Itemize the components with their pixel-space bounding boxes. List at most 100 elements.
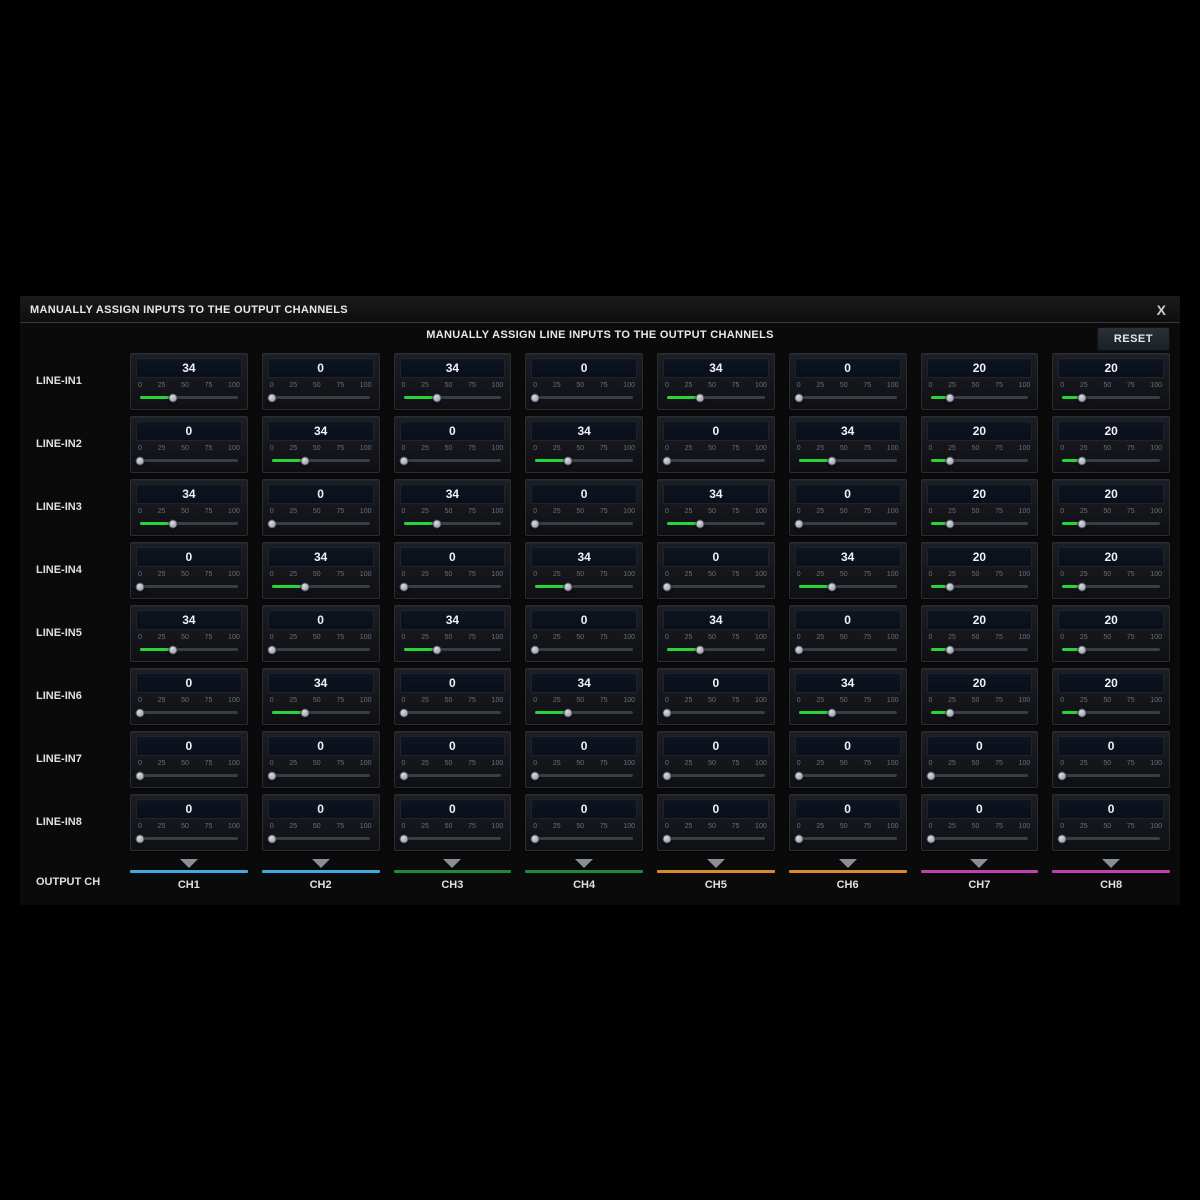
routing-cell[interactable]: 340255075100: [262, 542, 380, 599]
level-slider[interactable]: [663, 456, 769, 466]
routing-cell[interactable]: 200255075100: [1052, 542, 1170, 599]
routing-cell[interactable]: 200255075100: [921, 479, 1039, 536]
level-slider[interactable]: [1058, 771, 1164, 781]
routing-cell[interactable]: 00255075100: [921, 731, 1039, 788]
routing-cell[interactable]: 200255075100: [1052, 668, 1170, 725]
level-slider[interactable]: [663, 771, 769, 781]
routing-cell[interactable]: 340255075100: [789, 416, 907, 473]
routing-cell[interactable]: 00255075100: [262, 731, 380, 788]
level-slider[interactable]: [400, 645, 506, 655]
routing-cell[interactable]: 00255075100: [525, 731, 643, 788]
close-button[interactable]: X: [1153, 302, 1170, 318]
level-slider[interactable]: [136, 393, 242, 403]
routing-cell[interactable]: 340255075100: [657, 353, 775, 410]
level-slider[interactable]: [531, 393, 637, 403]
level-slider[interactable]: [531, 456, 637, 466]
routing-cell[interactable]: 00255075100: [130, 416, 248, 473]
routing-cell[interactable]: 00255075100: [394, 416, 512, 473]
routing-cell[interactable]: 200255075100: [1052, 479, 1170, 536]
level-slider[interactable]: [268, 456, 374, 466]
level-slider[interactable]: [795, 645, 901, 655]
level-slider[interactable]: [531, 834, 637, 844]
routing-cell[interactable]: 00255075100: [789, 731, 907, 788]
level-slider[interactable]: [400, 834, 506, 844]
level-slider[interactable]: [927, 834, 1033, 844]
level-slider[interactable]: [136, 582, 242, 592]
routing-cell[interactable]: 200255075100: [921, 542, 1039, 599]
routing-cell[interactable]: 340255075100: [130, 353, 248, 410]
routing-cell[interactable]: 340255075100: [130, 605, 248, 662]
level-slider[interactable]: [1058, 519, 1164, 529]
level-slider[interactable]: [400, 519, 506, 529]
level-slider[interactable]: [795, 834, 901, 844]
routing-cell[interactable]: 340255075100: [262, 416, 380, 473]
level-slider[interactable]: [795, 456, 901, 466]
routing-cell[interactable]: 00255075100: [1052, 794, 1170, 851]
level-slider[interactable]: [136, 834, 242, 844]
routing-cell[interactable]: 200255075100: [1052, 353, 1170, 410]
reset-button[interactable]: RESET: [1097, 327, 1170, 351]
routing-cell[interactable]: 00255075100: [789, 794, 907, 851]
level-slider[interactable]: [1058, 456, 1164, 466]
level-slider[interactable]: [1058, 582, 1164, 592]
routing-cell[interactable]: 340255075100: [525, 416, 643, 473]
level-slider[interactable]: [927, 393, 1033, 403]
routing-cell[interactable]: 00255075100: [525, 353, 643, 410]
routing-cell[interactable]: 00255075100: [394, 731, 512, 788]
level-slider[interactable]: [136, 519, 242, 529]
routing-cell[interactable]: 200255075100: [921, 353, 1039, 410]
level-slider[interactable]: [268, 393, 374, 403]
level-slider[interactable]: [268, 519, 374, 529]
routing-cell[interactable]: 00255075100: [789, 605, 907, 662]
routing-cell[interactable]: 00255075100: [789, 479, 907, 536]
level-slider[interactable]: [927, 519, 1033, 529]
routing-cell[interactable]: 340255075100: [657, 479, 775, 536]
level-slider[interactable]: [663, 393, 769, 403]
level-slider[interactable]: [268, 708, 374, 718]
routing-cell[interactable]: 00255075100: [394, 794, 512, 851]
routing-cell[interactable]: 200255075100: [1052, 605, 1170, 662]
routing-cell[interactable]: 340255075100: [130, 479, 248, 536]
level-slider[interactable]: [400, 771, 506, 781]
routing-cell[interactable]: 00255075100: [525, 794, 643, 851]
routing-cell[interactable]: 340255075100: [789, 542, 907, 599]
routing-cell[interactable]: 00255075100: [262, 794, 380, 851]
level-slider[interactable]: [1058, 645, 1164, 655]
level-slider[interactable]: [136, 456, 242, 466]
level-slider[interactable]: [663, 708, 769, 718]
level-slider[interactable]: [400, 708, 506, 718]
routing-cell[interactable]: 200255075100: [921, 416, 1039, 473]
routing-cell[interactable]: 00255075100: [1052, 731, 1170, 788]
routing-cell[interactable]: 00255075100: [657, 668, 775, 725]
routing-cell[interactable]: 340255075100: [657, 605, 775, 662]
routing-cell[interactable]: 00255075100: [525, 605, 643, 662]
level-slider[interactable]: [927, 771, 1033, 781]
routing-cell[interactable]: 340255075100: [525, 542, 643, 599]
routing-cell[interactable]: 00255075100: [657, 542, 775, 599]
routing-cell[interactable]: 200255075100: [921, 605, 1039, 662]
level-slider[interactable]: [400, 456, 506, 466]
level-slider[interactable]: [1058, 393, 1164, 403]
routing-cell[interactable]: 340255075100: [262, 668, 380, 725]
routing-cell[interactable]: 00255075100: [262, 353, 380, 410]
routing-cell[interactable]: 00255075100: [130, 542, 248, 599]
level-slider[interactable]: [400, 582, 506, 592]
routing-cell[interactable]: 00255075100: [394, 542, 512, 599]
level-slider[interactable]: [268, 771, 374, 781]
routing-cell[interactable]: 00255075100: [262, 479, 380, 536]
level-slider[interactable]: [1058, 834, 1164, 844]
routing-cell[interactable]: 340255075100: [525, 668, 643, 725]
level-slider[interactable]: [136, 771, 242, 781]
level-slider[interactable]: [136, 645, 242, 655]
level-slider[interactable]: [531, 645, 637, 655]
routing-cell[interactable]: 00255075100: [262, 605, 380, 662]
level-slider[interactable]: [795, 582, 901, 592]
routing-cell[interactable]: 00255075100: [657, 416, 775, 473]
routing-cell[interactable]: 00255075100: [657, 731, 775, 788]
routing-cell[interactable]: 00255075100: [130, 794, 248, 851]
routing-cell[interactable]: 200255075100: [1052, 416, 1170, 473]
routing-cell[interactable]: 00255075100: [657, 794, 775, 851]
routing-cell[interactable]: 200255075100: [921, 668, 1039, 725]
level-slider[interactable]: [268, 834, 374, 844]
level-slider[interactable]: [268, 582, 374, 592]
